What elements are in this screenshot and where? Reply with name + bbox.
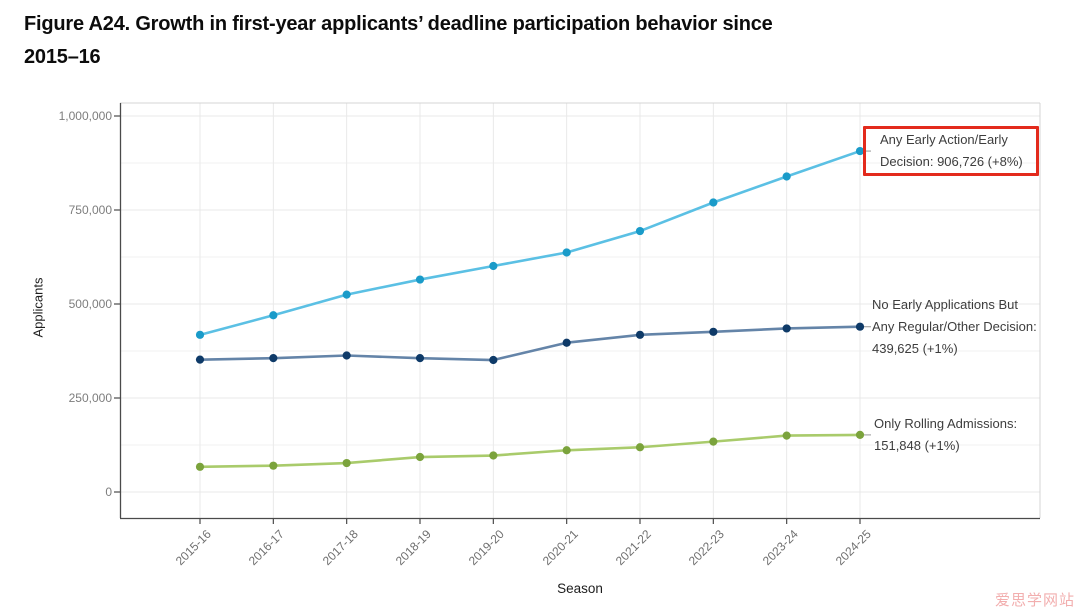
annotation-line: 439,625 (+1%): [872, 340, 958, 356]
data-point: [342, 290, 351, 299]
annotation-line: Decision: 906,726 (+8%): [880, 154, 1023, 170]
data-point: [415, 354, 425, 363]
data-point: [855, 322, 865, 331]
data-point: [782, 431, 791, 440]
data-point: [489, 261, 498, 271]
series-annotation-2: Only Rolling Admissions: 151,848 (+1%): [874, 413, 1017, 457]
series-line-2: [199, 433, 861, 469]
figure-title-line1: Figure A24. Growth in first-year applica…: [24, 13, 773, 35]
data-point: [635, 443, 645, 452]
series-points-1: [195, 322, 865, 365]
y-tick-label: 750,000: [68, 203, 112, 217]
data-point: [855, 146, 865, 156]
annotation-line: Only Rolling Admissions:: [874, 415, 1018, 431]
y-tick-label: 0: [105, 485, 112, 499]
data-point: [342, 351, 351, 360]
gridlines-major: [120, 103, 1040, 518]
series-annotation-1: No Early Applications But Any Regular/Oth…: [872, 294, 1037, 360]
data-point: [342, 458, 351, 468]
data-point: [782, 172, 791, 181]
data-point: [709, 437, 718, 446]
highlight-box: [863, 126, 1039, 177]
data-point: [195, 355, 205, 364]
data-point: [855, 430, 865, 440]
data-point: [269, 354, 278, 363]
data-point: [195, 330, 205, 339]
y-tick-label: 1,000,000: [58, 109, 112, 123]
figure-title-line2: 2015–16: [24, 46, 101, 68]
series-path: [199, 433, 861, 469]
y-tick-label: 250,000: [68, 391, 112, 405]
annotation-line: Any Regular/Other Decision:: [872, 318, 1037, 334]
data-point: [709, 327, 718, 336]
annotation-leader-lines: [863, 150, 871, 436]
series-annotation-0: Any Early Action/Early Decision: 906,726 …: [880, 129, 1023, 173]
data-point: [269, 311, 278, 320]
data-point: [415, 452, 425, 462]
y-tick-label: 500,000: [68, 297, 112, 311]
x-axis-title: Season: [557, 581, 603, 596]
axis-ticks: [114, 115, 861, 524]
watermark-text: 爱思学网站: [994, 592, 1075, 609]
annotation-line: 151,848 (+1%): [874, 437, 960, 453]
data-point: [635, 330, 645, 339]
data-point: [562, 446, 571, 455]
data-point: [709, 198, 718, 207]
data-point: [489, 355, 498, 365]
data-point: [635, 226, 645, 236]
data-point: [489, 451, 498, 460]
series-path: [199, 149, 861, 337]
figure-title: Figure A24. Growth in first-year applica…: [24, 8, 1034, 74]
data-point: [562, 338, 571, 347]
data-point: [782, 324, 791, 333]
data-point: [269, 461, 278, 470]
annotation-line: No Early Applications But: [872, 296, 1018, 312]
data-point: [195, 462, 205, 471]
series-line-0: [199, 149, 861, 337]
data-point: [415, 275, 425, 284]
data-point: [562, 248, 571, 257]
series-points-2: [195, 430, 865, 471]
series-line-1: [199, 325, 861, 362]
annotation-line: Any Early Action/Early: [880, 132, 1008, 148]
series-path: [199, 325, 861, 362]
series-points-0: [195, 146, 865, 339]
